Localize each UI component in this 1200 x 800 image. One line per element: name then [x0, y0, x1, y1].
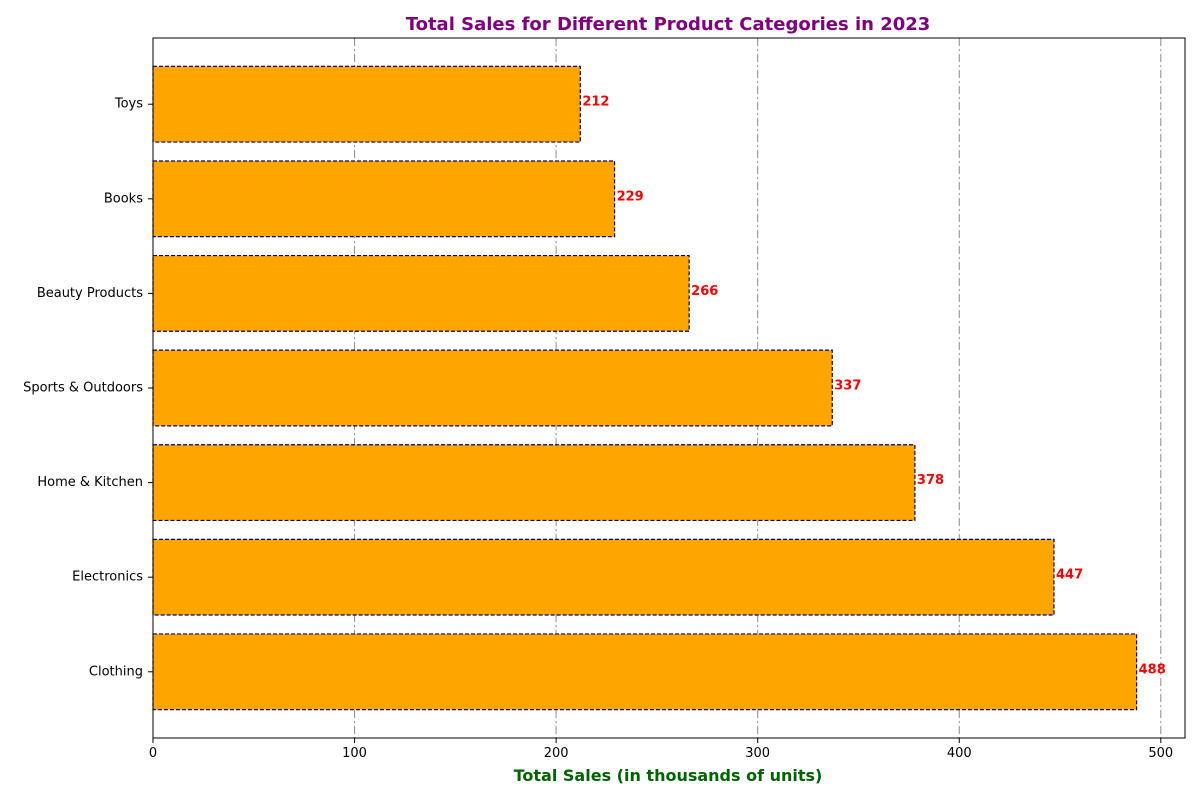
x-axis-ticks: 0 100 200 300 400 500 — [149, 738, 1173, 761]
y-tick-label: Books — [104, 191, 143, 206]
data-label: 378 — [917, 473, 944, 488]
x-tick-label: 500 — [1148, 746, 1173, 761]
x-tick-label: 300 — [745, 746, 770, 761]
grid-lines — [354, 38, 1162, 738]
chart-title: Total Sales for Different Product Catego… — [406, 14, 931, 35]
bar-home-kitchen — [152, 444, 916, 522]
bar-electronics — [152, 538, 1055, 616]
x-tick-label: 400 — [947, 746, 972, 761]
y-tick-label: Electronics — [72, 570, 143, 585]
data-labels: 212 229 266 337 378 447 488 — [582, 95, 1165, 678]
data-label: 337 — [834, 379, 861, 394]
bar-books — [152, 160, 616, 238]
y-tick-label: Beauty Products — [37, 286, 143, 301]
x-tick-label: 0 — [149, 746, 157, 761]
data-label: 266 — [691, 284, 718, 299]
data-label: 447 — [1056, 568, 1083, 583]
bar-clothing — [152, 633, 1138, 711]
bar-toys — [152, 65, 581, 143]
data-label: 212 — [582, 95, 609, 110]
bar-beauty-products — [152, 254, 690, 332]
x-tick-label: 200 — [544, 746, 569, 761]
y-axis-ticks: Toys Books Beauty Products Sports & Outdoor… — [23, 97, 153, 679]
x-tick-label: 100 — [342, 746, 367, 761]
data-label: 229 — [617, 189, 644, 204]
y-tick-label: Clothing — [89, 664, 143, 679]
y-tick-label: Sports & Outdoors — [23, 381, 143, 396]
bar-sports-outdoors — [152, 349, 833, 427]
data-label: 488 — [1139, 662, 1166, 677]
y-tick-label: Home & Kitchen — [37, 475, 143, 490]
x-axis-label: Total Sales (in thousands of units) — [514, 766, 823, 785]
bars — [152, 65, 1138, 711]
y-tick-label: Toys — [114, 97, 143, 112]
